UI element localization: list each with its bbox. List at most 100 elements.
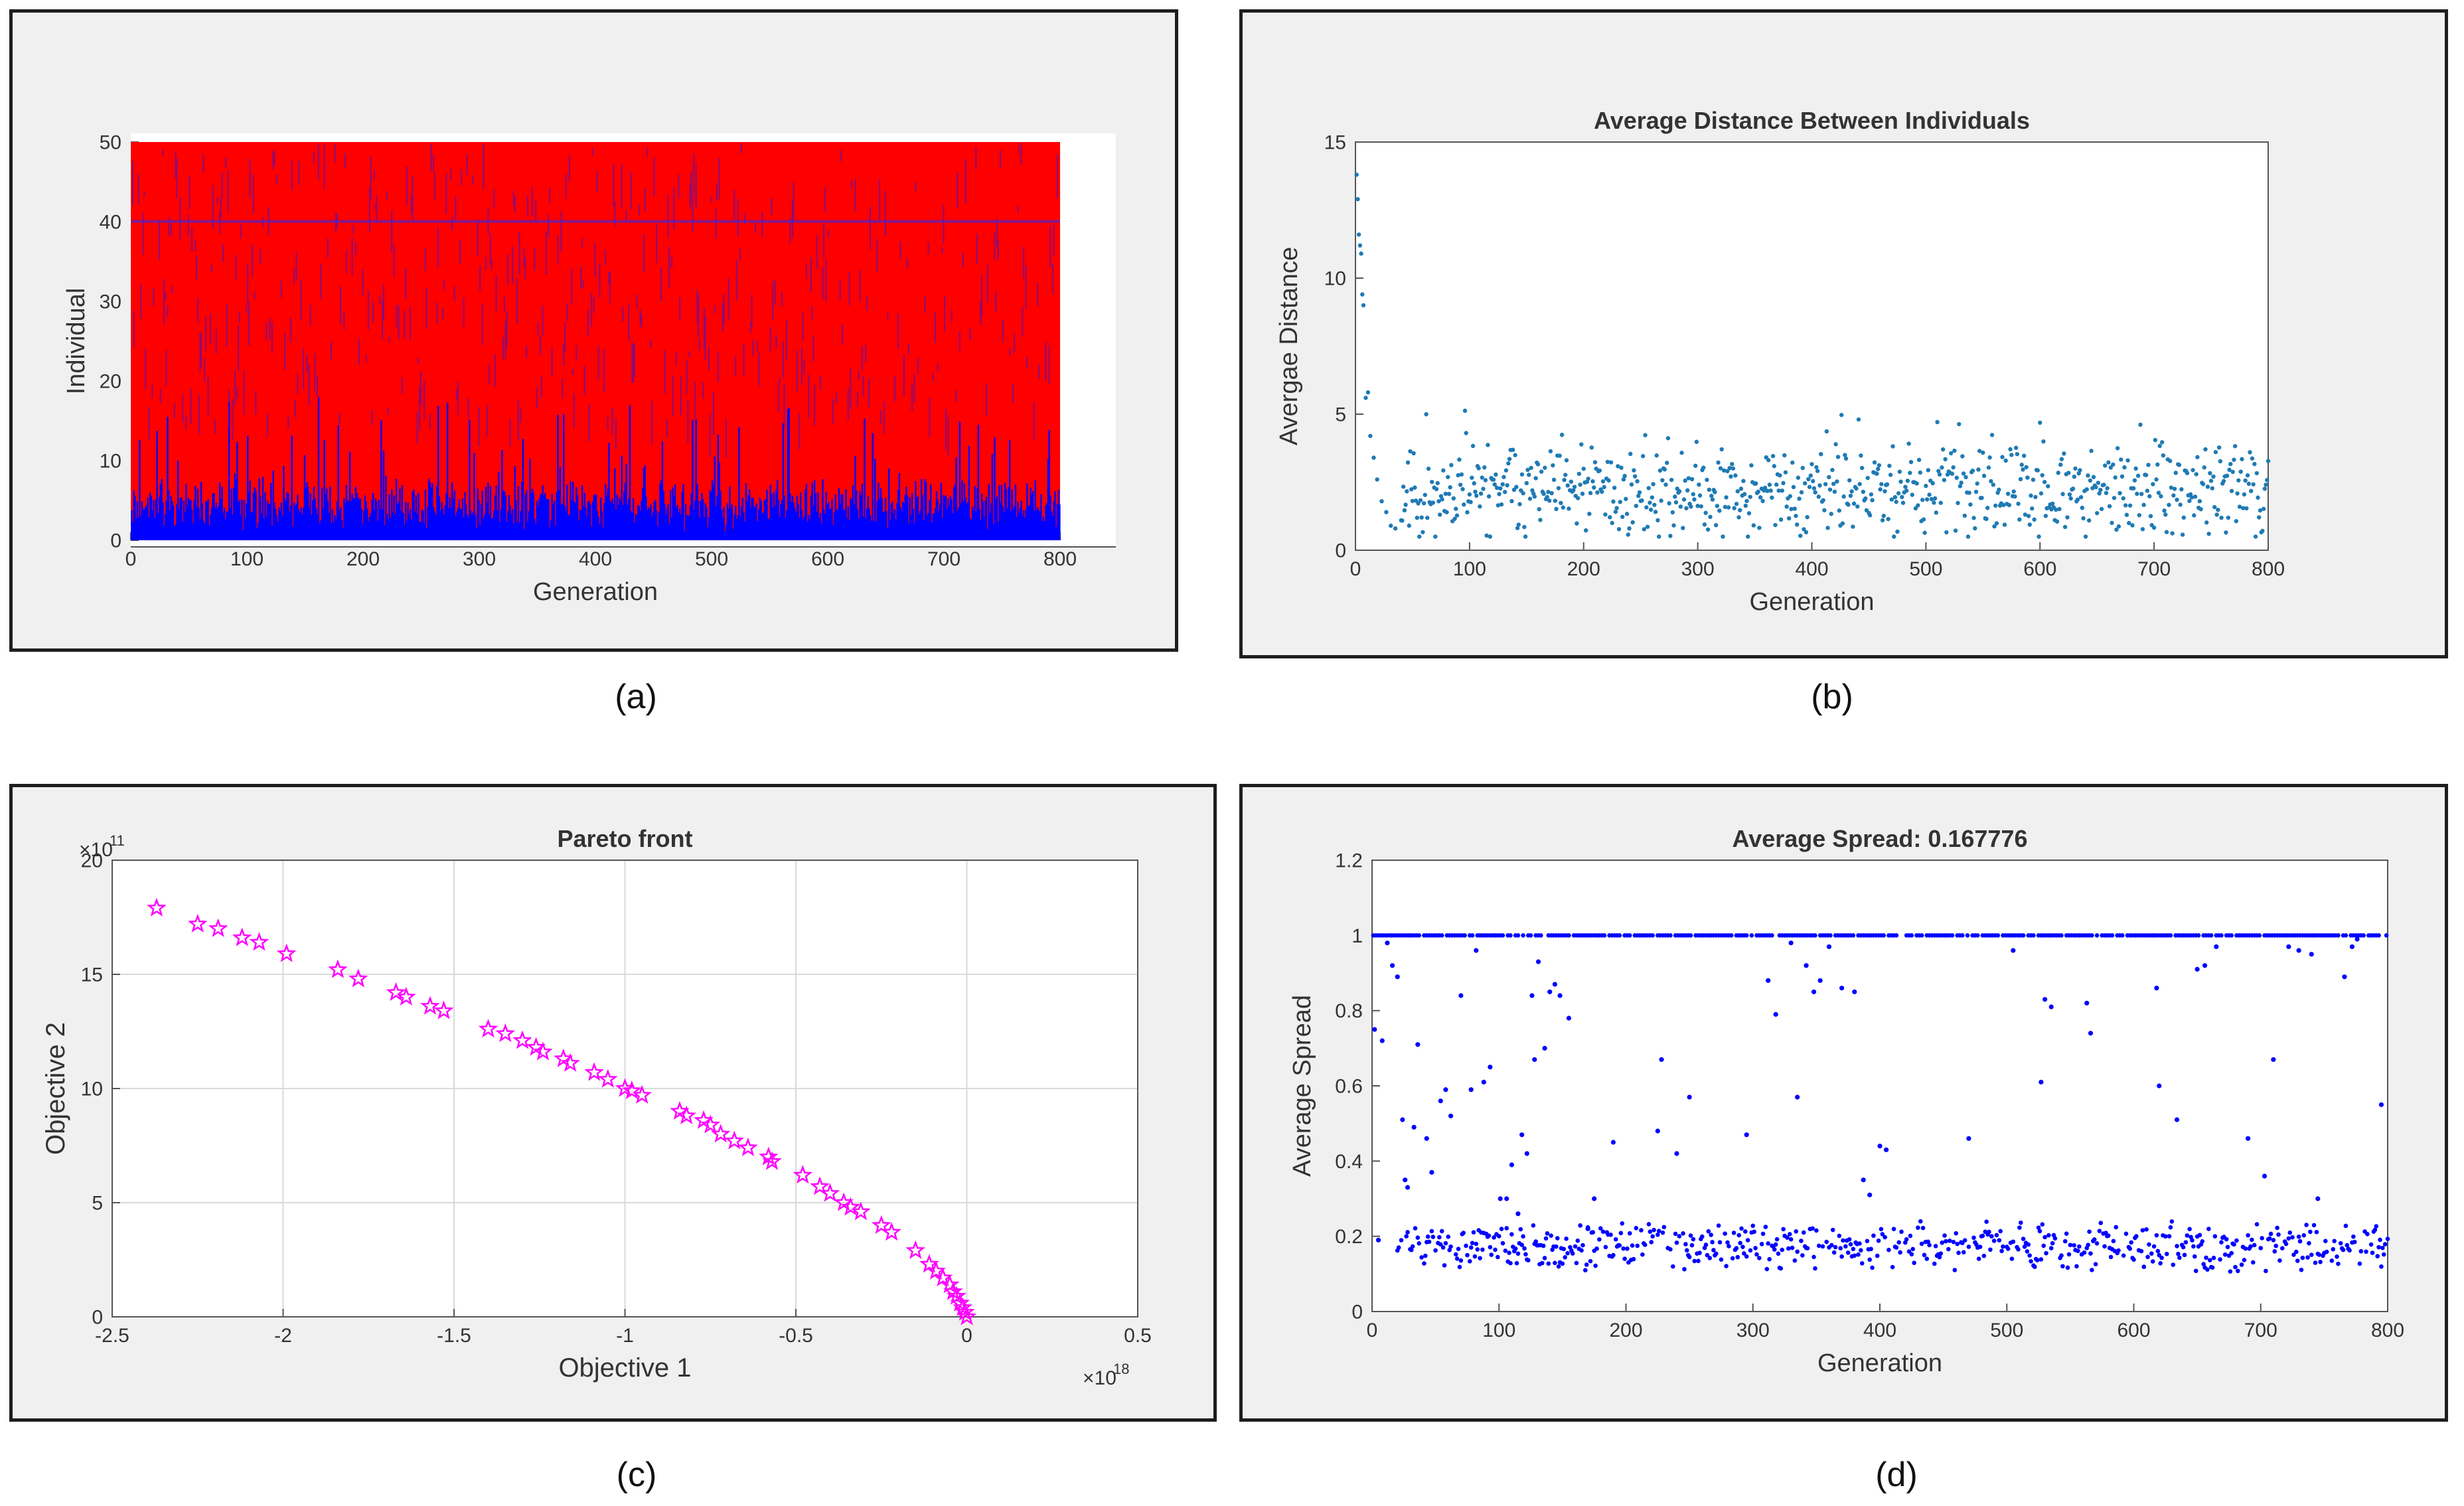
blue-bar (550, 520, 552, 540)
blue-streak (548, 214, 550, 238)
blue-bar (365, 501, 367, 540)
pareto-point (328, 959, 348, 978)
blue-bar (175, 524, 177, 540)
blue-bar (676, 504, 678, 540)
data-point (1966, 1244, 1971, 1249)
data-point (1726, 505, 1731, 510)
blue-streak (280, 281, 282, 298)
blue-bar (723, 506, 725, 540)
data-point (1440, 497, 1444, 502)
pareto-point (478, 1019, 499, 1038)
blue-bar (410, 508, 412, 540)
blue-bar (544, 492, 546, 540)
data-point (1916, 503, 1920, 508)
blue-bar (929, 500, 931, 540)
blue-bar (610, 502, 613, 540)
data-point (1650, 933, 1655, 938)
data-point (2093, 1262, 2098, 1266)
data-point (1855, 504, 1860, 509)
data-point (2169, 1219, 2175, 1224)
panel-a: 0 100 200 300 400 500 600 700 800 0 10 20 30 40 50 Gene… (9, 9, 1178, 652)
data-point (2110, 520, 2114, 525)
data-point (1429, 1229, 1434, 1234)
blue-bar (514, 465, 516, 540)
blue-streak (298, 161, 300, 185)
blue-bar (1034, 480, 1036, 540)
blue-bar (1046, 503, 1048, 540)
blue-bar (360, 508, 362, 540)
blue-bar (1054, 491, 1056, 540)
data-point (1976, 1256, 1981, 1261)
blue-bar (1025, 508, 1027, 540)
data-point (2300, 1255, 2305, 1260)
data-point (1630, 520, 1635, 525)
data-point (2039, 1079, 2044, 1085)
blue-bar (404, 524, 406, 540)
x-tick-label: 400 (1863, 1319, 1896, 1341)
blue-bar (656, 526, 659, 540)
data-point (2216, 507, 2220, 512)
blue-bar (286, 492, 288, 540)
data-point (1473, 489, 1478, 494)
blue-streak (557, 235, 559, 265)
data-point (2032, 517, 2037, 522)
blue-streak (442, 308, 444, 319)
data-point (1976, 467, 1981, 472)
pareto-point (793, 1165, 813, 1184)
data-point (2254, 1222, 2260, 1227)
data-point (1521, 1234, 1525, 1239)
blue-bar (384, 525, 386, 540)
pareto-point (947, 1286, 966, 1305)
blue-bar (763, 512, 765, 540)
blue-streak (944, 295, 946, 332)
data-point (2260, 528, 2265, 534)
blue-streak (463, 297, 465, 327)
data-point (1611, 499, 1616, 504)
pareto-point (762, 1151, 782, 1170)
data-point (1745, 1238, 1750, 1242)
blue-bar (235, 479, 237, 540)
blue-bar (529, 459, 531, 540)
data-point (1756, 489, 1760, 494)
blue-bar (788, 408, 790, 540)
blue-bar (939, 503, 941, 540)
blue-bar (1039, 511, 1041, 540)
data-point (2087, 1229, 2092, 1235)
blue-bar (230, 489, 232, 540)
blue-bar (507, 511, 509, 540)
blue-streak (856, 391, 858, 407)
data-point (2056, 471, 2060, 475)
data-point (1780, 489, 1785, 493)
data-point (2043, 514, 2048, 518)
data-point (2299, 1267, 2304, 1272)
data-point (1684, 506, 1689, 510)
blue-streak (566, 303, 568, 321)
data-point (1883, 1147, 1889, 1152)
data-point (1739, 1226, 1744, 1231)
blue-streak (320, 264, 322, 299)
blue-bar (284, 498, 286, 540)
blue-bar (317, 397, 320, 540)
blue-bar (749, 489, 751, 540)
data-point (1752, 1229, 1756, 1235)
blue-streak (675, 351, 677, 365)
blue-bar (1004, 483, 1006, 540)
data-point (2214, 512, 2219, 517)
blue-bar (724, 531, 726, 540)
data-point (1405, 1185, 1411, 1190)
blue-bar (614, 468, 616, 540)
blue-streak (599, 263, 601, 298)
data-point (2182, 1252, 2187, 1258)
blue-bar (949, 506, 951, 540)
blue-bar (686, 515, 688, 540)
data-point (1652, 1227, 1656, 1233)
data-point (1811, 479, 1815, 484)
data-point (1742, 492, 1747, 496)
blue-bar (548, 499, 550, 540)
y-tick-label: 15 (1324, 132, 1346, 154)
data-point (2133, 466, 2138, 471)
blue-bar (775, 489, 777, 540)
blue-bar (206, 501, 208, 540)
x-tick-label: 300 (1736, 1319, 1770, 1341)
blue-bar (293, 502, 295, 540)
